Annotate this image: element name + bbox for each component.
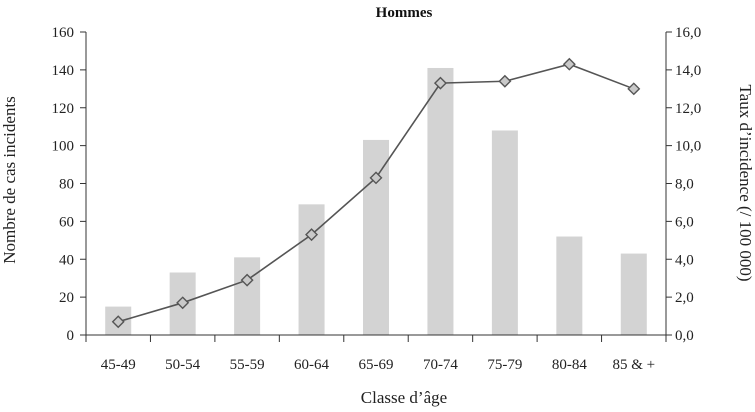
left-axis-title: Nombre de cas incidents bbox=[0, 96, 19, 264]
rate-point bbox=[562, 57, 576, 71]
rate-point bbox=[240, 273, 254, 287]
x-tick-label: 50-54 bbox=[165, 357, 200, 373]
x-tick-label: 80-84 bbox=[552, 357, 587, 373]
y2-tick-label: 6,0 bbox=[675, 214, 694, 230]
rate-point bbox=[627, 82, 641, 96]
x-axis-title: Classe d’âge bbox=[361, 388, 447, 407]
y2-tick-label: 16,0 bbox=[675, 25, 701, 41]
x-tick-label: 70-74 bbox=[423, 357, 458, 373]
line-series bbox=[111, 57, 641, 329]
rate-point bbox=[369, 171, 383, 185]
x-tick-label: 75-79 bbox=[487, 357, 522, 373]
x-axis-ticks: 45-49 50-54 55-59 60-64 65-69 70-74 75-79 80-84… bbox=[101, 357, 655, 373]
rate-point bbox=[305, 228, 319, 242]
bar bbox=[491, 130, 518, 335]
bar bbox=[427, 67, 454, 335]
bar bbox=[363, 139, 389, 335]
chart-title: Hommes bbox=[376, 5, 433, 21]
y-tick-label: 0 bbox=[67, 328, 75, 344]
x-tick-label: 85 & + bbox=[612, 357, 655, 373]
y2-tick-label: 0,0 bbox=[675, 328, 694, 344]
x-tick-label: 60-64 bbox=[294, 357, 329, 373]
bar bbox=[556, 236, 583, 335]
x-tick-label: 45-49 bbox=[101, 357, 136, 373]
right-axis-title: Taux d’incidence (/ 100 000) bbox=[736, 84, 755, 281]
y2-tick-label: 12,0 bbox=[675, 101, 701, 117]
y2-tick-label: 2,0 bbox=[675, 290, 694, 306]
y2-tick-label: 8,0 bbox=[675, 177, 694, 193]
rate-point bbox=[498, 74, 512, 88]
bar bbox=[620, 253, 647, 335]
y-tick-label: 20 bbox=[59, 290, 74, 306]
x-tick-label: 65-69 bbox=[359, 357, 394, 373]
y2-tick-label: 14,0 bbox=[675, 63, 701, 79]
bar-series bbox=[105, 67, 647, 335]
bar bbox=[298, 204, 325, 335]
left-axis-ticks: 0 20 40 60 80 100 120 140 160 bbox=[52, 25, 86, 344]
rate-point bbox=[176, 296, 190, 310]
y2-tick-label: 4,0 bbox=[675, 252, 694, 268]
y-tick-label: 60 bbox=[59, 214, 74, 230]
y-tick-label: 100 bbox=[52, 139, 75, 155]
y-tick-label: 80 bbox=[59, 177, 74, 193]
rate-point bbox=[111, 315, 125, 329]
right-axis-ticks: 0,0 2,0 4,0 6,0 8,0 10,0 12,0 14,0 16,0 bbox=[666, 25, 701, 344]
y2-tick-label: 10,0 bbox=[675, 139, 701, 155]
rate-point bbox=[433, 76, 447, 90]
y-tick-label: 120 bbox=[52, 101, 75, 117]
bar bbox=[234, 257, 261, 335]
x-tick-label: 55-59 bbox=[230, 357, 265, 373]
y-tick-label: 160 bbox=[52, 25, 75, 41]
y-tick-label: 140 bbox=[52, 63, 75, 79]
y-tick-label: 40 bbox=[59, 252, 74, 268]
